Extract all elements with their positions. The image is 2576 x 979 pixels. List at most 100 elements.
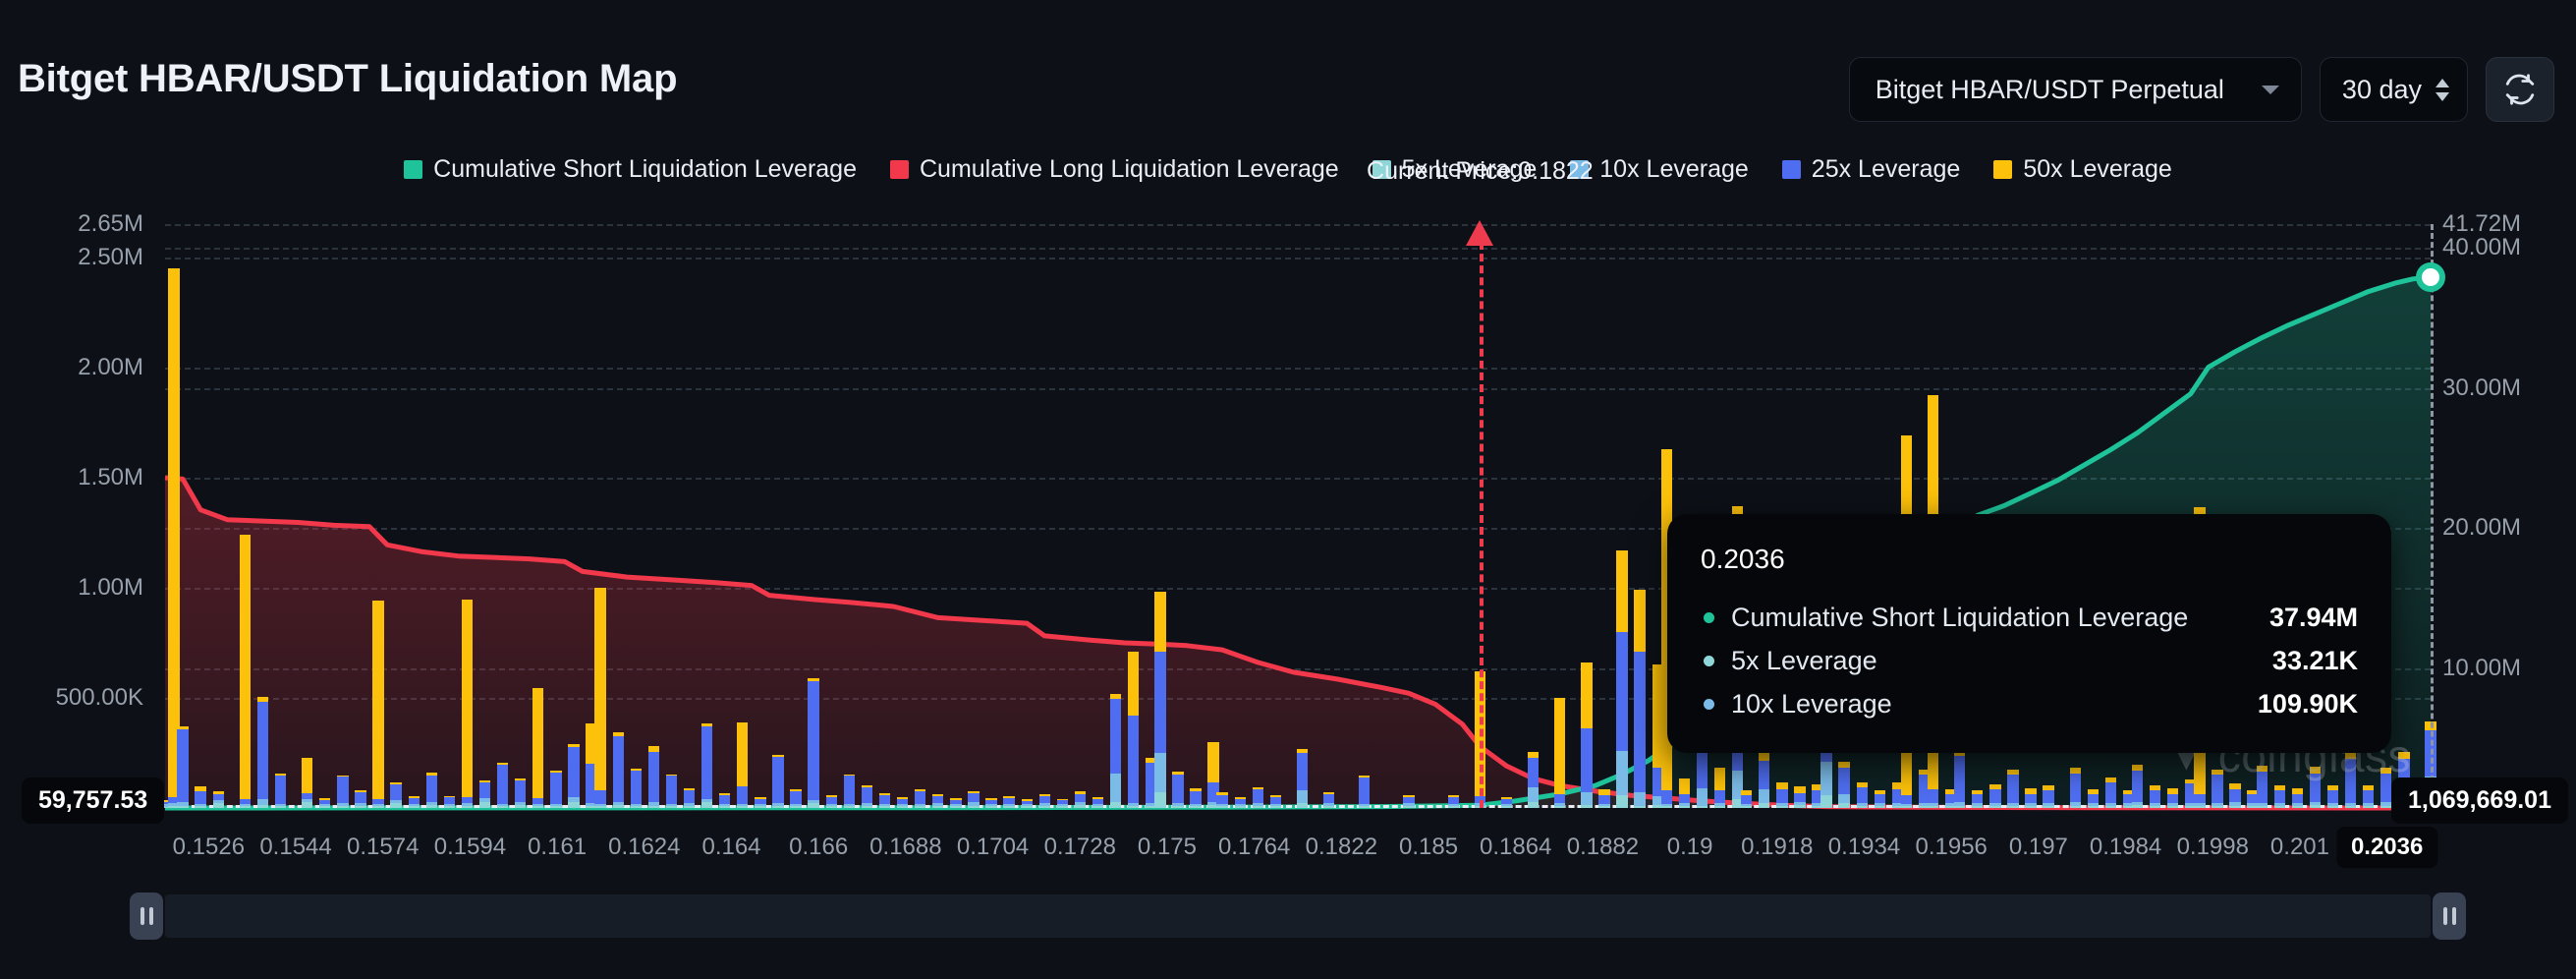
bar-column[interactable] [1634, 590, 1646, 808]
bar-column[interactable] [1954, 750, 1966, 808]
bar-column[interactable] [425, 772, 437, 808]
bar-column[interactable] [1109, 694, 1122, 808]
bar-column[interactable] [808, 678, 819, 808]
bar-column[interactable] [1056, 798, 1069, 808]
bar-column[interactable] [355, 790, 366, 808]
bar-column[interactable] [1172, 771, 1184, 808]
bar-column[interactable] [2380, 767, 2392, 808]
bar-column[interactable] [372, 601, 384, 808]
bar-column[interactable] [612, 731, 624, 808]
bar-column[interactable] [2291, 788, 2304, 808]
brush-handle-right[interactable] [2433, 893, 2466, 940]
bar-column[interactable] [861, 785, 873, 808]
bar-column[interactable] [843, 774, 855, 808]
bar-column[interactable] [932, 794, 944, 808]
bar-column[interactable] [337, 775, 349, 808]
bar-column[interactable] [878, 793, 891, 808]
bar-column[interactable] [515, 777, 527, 808]
bar-column[interactable] [2185, 778, 2197, 808]
bar-column[interactable] [239, 534, 252, 808]
bar-column[interactable] [532, 687, 544, 808]
legend-item-5[interactable]: 50x Leverage [1993, 155, 2172, 184]
bar-column[interactable] [1891, 782, 1904, 808]
bar-column[interactable] [1856, 782, 1868, 808]
bar-column[interactable] [1598, 788, 1610, 808]
bar-column[interactable] [1190, 788, 1202, 808]
bar-column[interactable] [212, 791, 224, 808]
bar-column[interactable] [755, 796, 766, 808]
bar-column[interactable] [665, 774, 678, 808]
bar-column[interactable] [1207, 742, 1219, 808]
bar-column[interactable] [683, 787, 696, 808]
bar-column[interactable] [2149, 784, 2161, 808]
bar-column[interactable] [568, 744, 580, 808]
bar-column[interactable] [1527, 751, 1540, 808]
bar-column[interactable] [550, 771, 562, 808]
bar-column[interactable] [2069, 767, 2081, 808]
bar-column[interactable] [1838, 761, 1850, 808]
bar-column[interactable] [1500, 797, 1513, 808]
bar-column[interactable] [1216, 791, 1228, 808]
bar-column[interactable] [825, 794, 837, 808]
bar-column[interactable] [1447, 795, 1459, 808]
bar-column[interactable] [1252, 786, 1263, 808]
bar-column[interactable] [1972, 789, 1984, 808]
bar-column[interactable] [737, 721, 749, 808]
bar-column[interactable] [2363, 785, 2375, 808]
bar-column[interactable] [2309, 766, 2322, 808]
range-stepper[interactable]: 30 day [2319, 57, 2468, 122]
bar-column[interactable] [2087, 789, 2100, 808]
bar-column[interactable] [1296, 749, 1309, 808]
bar-column[interactable] [1234, 796, 1246, 808]
bar-column[interactable] [630, 769, 642, 808]
bar-column[interactable] [1660, 448, 1672, 808]
bar-column[interactable] [408, 796, 420, 808]
bar-column[interactable] [256, 697, 269, 808]
bar-column[interactable] [2131, 764, 2144, 808]
bar-column[interactable] [647, 746, 660, 808]
bar-column[interactable] [896, 796, 909, 808]
bar-column[interactable] [478, 779, 491, 808]
bar-column[interactable] [1021, 799, 1033, 808]
bar-column[interactable] [790, 788, 802, 808]
bar-column[interactable] [168, 267, 180, 808]
stepper-arrows-icon[interactable] [2436, 78, 2449, 101]
bar-column[interactable] [1403, 795, 1415, 808]
bar-column[interactable] [1003, 795, 1015, 808]
bar-column[interactable] [2326, 784, 2339, 808]
legend-item-2[interactable]: 5x Leverage [1372, 155, 1537, 184]
bar-column[interactable] [914, 789, 926, 808]
bar-column[interactable] [2212, 769, 2223, 808]
legend-item-4[interactable]: 25x Leverage [1781, 155, 1960, 184]
bar-column[interactable] [2025, 787, 2037, 808]
brush-track[interactable] [165, 894, 2431, 938]
bar-column[interactable] [1741, 790, 1753, 808]
bar-column[interactable] [1092, 797, 1104, 808]
bar-column[interactable] [2256, 766, 2268, 808]
bar-column[interactable] [1652, 663, 1663, 808]
bar-column[interactable] [1989, 783, 2001, 808]
bar-column[interactable] [302, 758, 313, 808]
bar-column[interactable] [274, 773, 287, 808]
symbol-select[interactable]: Bitget HBAR/USDT Perpetual [1848, 57, 2302, 122]
bar-column[interactable] [772, 754, 784, 808]
bar-column[interactable] [159, 800, 171, 808]
bar-column[interactable] [594, 587, 606, 808]
bar-column[interactable] [700, 722, 713, 808]
bar-column[interactable] [586, 723, 597, 808]
bar-column[interactable] [1812, 784, 1823, 808]
bar-column[interactable] [2167, 787, 2179, 808]
bar-column[interactable] [1874, 789, 1885, 808]
bar-column[interactable] [2273, 784, 2285, 808]
bar-column[interactable] [2247, 789, 2259, 808]
bar-column[interactable] [1146, 758, 1157, 808]
brush-handle-left[interactable] [130, 893, 163, 940]
bar-column[interactable] [1359, 776, 1371, 808]
bar-column[interactable] [2122, 789, 2135, 808]
bar-column[interactable] [2104, 777, 2117, 808]
bar-column[interactable] [1944, 789, 1957, 808]
bar-column[interactable] [950, 798, 962, 808]
bar-column[interactable] [2229, 782, 2241, 808]
bar-column[interactable] [1554, 697, 1566, 808]
bar-column[interactable] [1918, 769, 1931, 808]
